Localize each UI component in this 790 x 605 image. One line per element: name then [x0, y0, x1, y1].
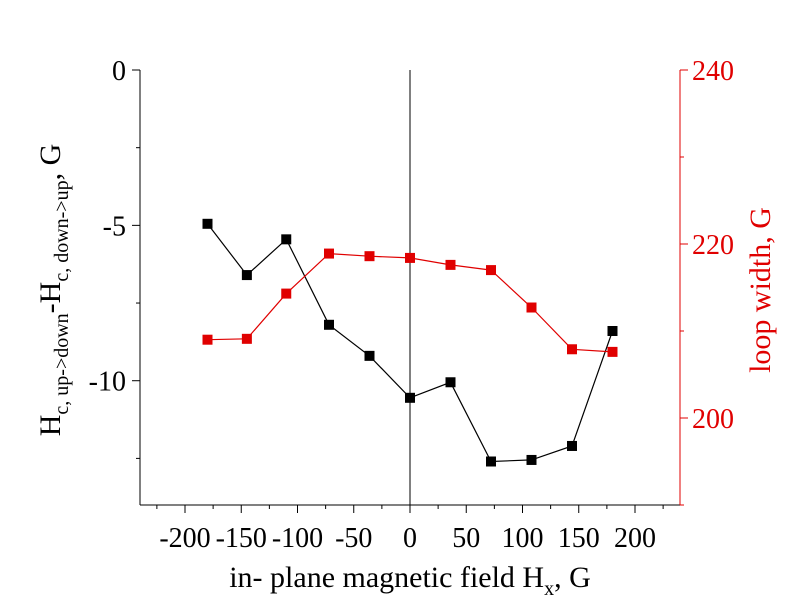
data-point-left: [241, 270, 252, 281]
y-left-tick-label: -5: [103, 211, 126, 242]
series-layer: [202, 218, 618, 467]
data-point-right: [567, 344, 577, 355]
data-point-left: [526, 454, 537, 465]
data-point-left: [405, 392, 415, 403]
x-tick-label: 0: [403, 523, 417, 554]
x-tick-label: 100: [502, 523, 544, 554]
data-point-right: [526, 302, 537, 313]
data-point-right: [324, 248, 334, 259]
x-tick-label: 200: [614, 523, 656, 554]
x-tick-label: -200: [159, 523, 210, 554]
y-right-tick-label: 240: [692, 56, 734, 87]
x-axis-title-main: in- plane magnetic field H: [229, 561, 544, 594]
x-axis-title-sub: x: [544, 578, 554, 600]
y-left-title-main1: H: [34, 415, 67, 437]
data-point-left: [281, 234, 292, 245]
data-point-left: [567, 440, 577, 451]
y-right-axis-title: loop width, G: [744, 207, 777, 373]
data-point-left: [445, 377, 456, 388]
data-point-right: [445, 259, 456, 270]
data-point-right: [607, 346, 618, 357]
y-left-tick-label: 0: [112, 56, 126, 87]
y-left-title-sub1: c, up->down: [51, 313, 73, 414]
x-tick-label: 50: [452, 523, 480, 554]
data-point-right: [241, 333, 252, 344]
x-axis-title-suffix: , G: [554, 561, 591, 594]
data-point-left: [364, 350, 375, 361]
data-point-right: [281, 288, 292, 299]
data-point-left: [324, 319, 334, 330]
axes: -200 -150 -100 -50 0 50 100 150 200 0 -5 -10 200 220 2…: [89, 56, 734, 554]
x-axis-title: in- plane magnetic field Hx, G: [229, 561, 591, 600]
x-tick-label: -50: [335, 523, 372, 554]
data-point-left: [202, 218, 213, 229]
data-point-left: [486, 456, 496, 467]
data-point-right: [202, 334, 213, 345]
y-left-title-main2: -H: [34, 282, 67, 314]
y-left-title-sub2: c, down->up: [51, 180, 73, 281]
x-tick-label: -150: [216, 523, 267, 554]
y-left-tick-label: -10: [89, 367, 126, 398]
y-right-tick-label: 200: [692, 404, 734, 435]
data-point-right: [405, 252, 415, 263]
data-point-right: [486, 265, 496, 276]
data-point-right: [364, 251, 375, 262]
y-left-axis-title: Hc, up->down-Hc, down->up, G: [34, 144, 73, 437]
x-tick-label: -100: [272, 523, 323, 554]
x-tick-label: 150: [558, 523, 600, 554]
y-left-title-suffix: , G: [34, 144, 67, 181]
data-point-left: [607, 326, 618, 336]
y-right-tick-label: 220: [692, 230, 734, 261]
